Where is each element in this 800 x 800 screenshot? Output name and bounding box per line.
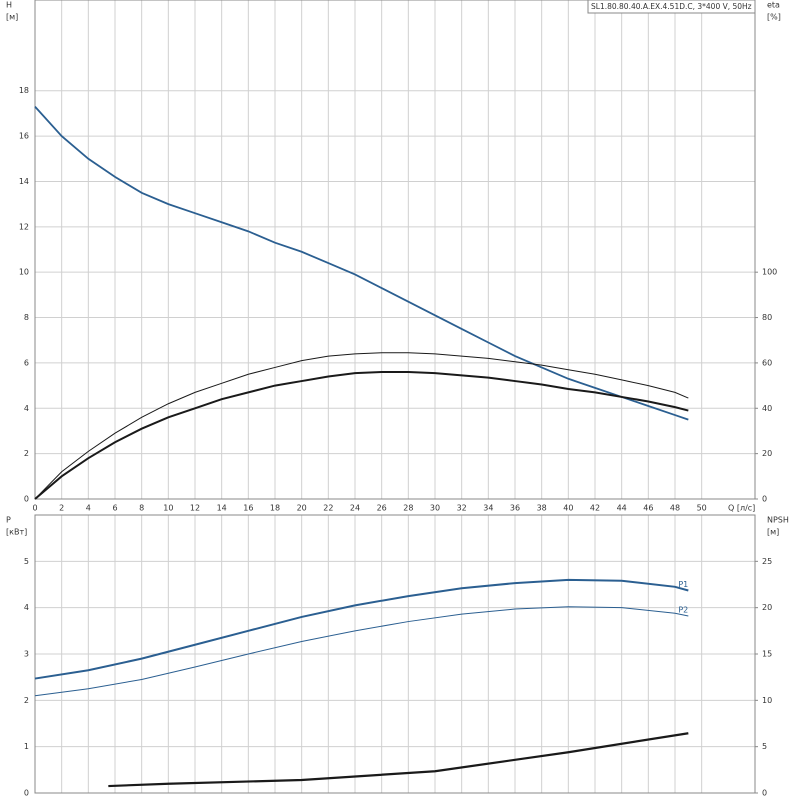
- y-tick-label: 0: [24, 495, 29, 504]
- y2-tick-label: 5: [762, 742, 767, 751]
- y2-axis-label: NPSH: [767, 516, 789, 525]
- x-tick-label: 30: [430, 504, 440, 513]
- y-tick-label: 4: [24, 404, 29, 413]
- x-tick-label: 26: [377, 504, 387, 513]
- series-line: [34, 578, 689, 680]
- y2-axis-unit: [м]: [767, 528, 779, 537]
- x-tick-label: 4: [86, 504, 91, 513]
- x-tick-label: 22: [323, 504, 333, 513]
- x-tick-label: 10: [163, 504, 173, 513]
- x-tick-label: 50: [697, 504, 707, 513]
- y-tick-label: 8: [24, 313, 29, 322]
- y-axis-label: H: [6, 1, 12, 10]
- x-tick-label: 32: [457, 504, 467, 513]
- y2-axis-label: eta: [767, 1, 780, 10]
- y2-tick-label: 0: [762, 495, 767, 504]
- series-line: [108, 732, 689, 788]
- y-tick-label: 0: [24, 789, 29, 798]
- x-tick-label: 2: [59, 504, 64, 513]
- x-tick-label: 48: [670, 504, 680, 513]
- x-tick-label: 38: [537, 504, 547, 513]
- y-tick-label: 4: [24, 603, 29, 612]
- y-axis-unit: [кВт]: [6, 528, 27, 537]
- x-tick-label: 46: [643, 504, 653, 513]
- x-tick-label: 36: [510, 504, 520, 513]
- y2-axis-unit: [%]: [767, 13, 781, 22]
- plot-frame: [34, 514, 756, 794]
- y2-tick-label: 20: [762, 449, 772, 458]
- x-tick-label: 8: [139, 504, 144, 513]
- x-tick-label: 44: [617, 504, 627, 513]
- y-tick-label: 6: [24, 358, 29, 367]
- series-line: [34, 606, 689, 697]
- x-tick-label: 24: [350, 504, 360, 513]
- x-tick-label: 34: [483, 504, 493, 513]
- x-tick-label: 16: [243, 504, 253, 513]
- y2-tick-label: 60: [762, 358, 772, 367]
- y-tick-label: 16: [19, 132, 29, 141]
- x-tick-label: 40: [563, 504, 573, 513]
- y2-tick-label: 15: [762, 650, 772, 659]
- x-tick-label: 14: [217, 504, 227, 513]
- x-tick-label: 18: [270, 504, 280, 513]
- chart-title: SL1.80.80.40.A.EX.4.51D.C, 3*400 V, 50Hz: [591, 2, 752, 11]
- y-tick-label: 2: [24, 449, 29, 458]
- title-box: [587, 0, 756, 14]
- x-axis-label: Q [л/с]: [728, 504, 755, 513]
- series-label: P1: [678, 580, 688, 589]
- series-line: [34, 352, 689, 500]
- y2-tick-label: 100: [762, 268, 777, 277]
- y-tick-label: 3: [24, 650, 29, 659]
- y-tick-label: 1: [24, 742, 29, 751]
- y-axis-unit: [м]: [6, 13, 18, 22]
- y2-tick-label: 20: [762, 603, 772, 612]
- series-line: [34, 106, 689, 421]
- y-tick-label: 2: [24, 696, 29, 705]
- x-tick-label: 12: [190, 504, 200, 513]
- x-tick-label: 20: [297, 504, 307, 513]
- y2-tick-label: 0: [762, 789, 767, 798]
- series-line: [34, 370, 689, 500]
- y2-tick-label: 10: [762, 696, 772, 705]
- x-tick-label: 28: [403, 504, 413, 513]
- x-tick-label: 42: [590, 504, 600, 513]
- y2-tick-label: 40: [762, 404, 772, 413]
- y2-tick-label: 25: [762, 557, 772, 566]
- y2-tick-label: 80: [762, 313, 772, 322]
- y-axis-label: P: [6, 516, 11, 525]
- y-tick-label: 10: [19, 268, 29, 277]
- plot-frame: [34, 0, 756, 500]
- y-tick-label: 5: [24, 557, 29, 566]
- series-label: P2: [678, 606, 688, 615]
- y-tick-label: 12: [19, 222, 29, 231]
- y-tick-label: 18: [19, 86, 29, 95]
- x-tick-label: 0: [32, 504, 37, 513]
- y-tick-label: 14: [19, 177, 29, 186]
- x-tick-label: 6: [112, 504, 117, 513]
